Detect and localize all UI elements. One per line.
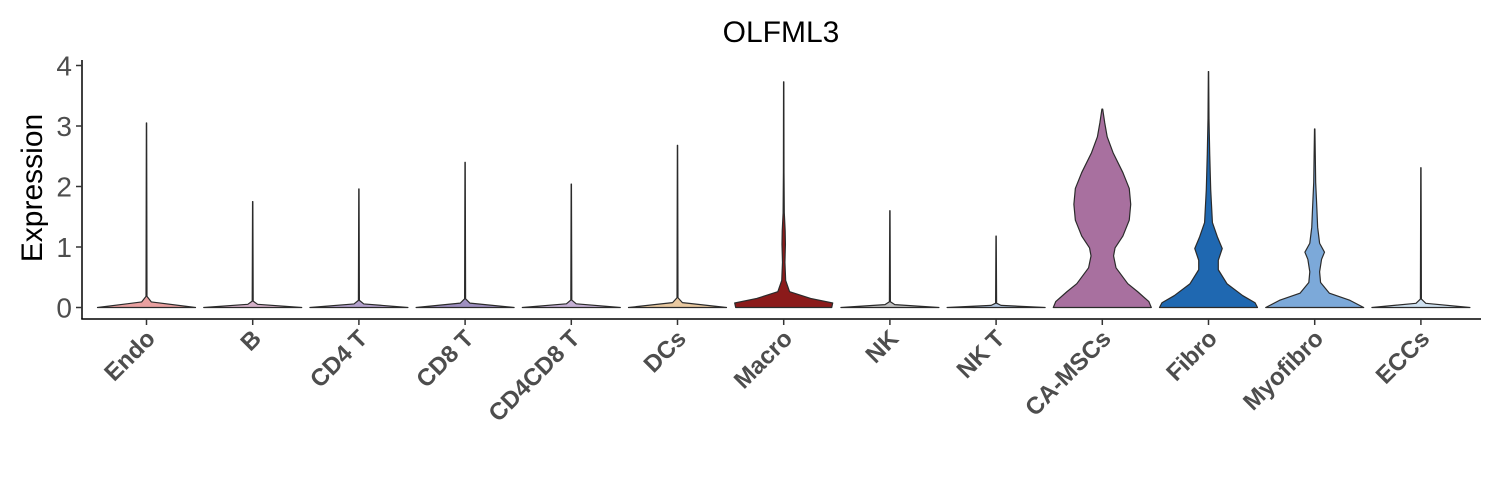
x-tick-label: CD4CD8 T bbox=[483, 325, 585, 427]
violin-ca-mscs bbox=[1052, 108, 1152, 309]
y-axis-label: Expression bbox=[16, 114, 49, 262]
y-tick-label: 2 bbox=[56, 172, 72, 203]
x-tick-label: ECCs bbox=[1371, 325, 1435, 389]
chart-title: OLFML3 bbox=[723, 16, 840, 49]
y-tick-label: 0 bbox=[56, 293, 72, 324]
violin-myofibro bbox=[1265, 128, 1365, 309]
x-tick-label: CD8 T bbox=[411, 325, 479, 393]
x-axis-ticks: Endo B CD4 T CD8 T CD4CD8 T DCs Macro NK NK T CA-… bbox=[99, 319, 1435, 427]
violin-layer bbox=[96, 70, 1471, 309]
x-tick-label: CD4 T bbox=[305, 325, 373, 393]
violin-eccs bbox=[1371, 167, 1471, 309]
violin-b bbox=[203, 201, 303, 309]
y-tick-label: 1 bbox=[56, 232, 72, 263]
x-tick-label: CA-MSCs bbox=[1020, 325, 1116, 421]
x-tick-label: DCs bbox=[639, 325, 692, 378]
violin-fibro bbox=[1158, 70, 1259, 309]
x-tick-label: NK T bbox=[952, 325, 1011, 384]
violin-macro bbox=[734, 81, 834, 309]
x-tick-label: Endo bbox=[99, 325, 161, 387]
x-tick-label: Myofibro bbox=[1238, 325, 1329, 416]
violin-cd4cd8-t bbox=[521, 183, 621, 309]
violin-nk-t bbox=[946, 235, 1046, 309]
y-tick-label: 3 bbox=[56, 111, 72, 142]
violin-dcs bbox=[627, 144, 728, 309]
x-tick-label: Fibro bbox=[1161, 325, 1223, 387]
y-axis-ticks: 0 1 2 3 4 bbox=[56, 51, 82, 324]
violin-cd4-t bbox=[309, 188, 409, 309]
violin-cd8-t bbox=[415, 161, 515, 309]
x-tick-label: Macro bbox=[729, 325, 798, 394]
violin-endo bbox=[96, 122, 197, 309]
y-tick-label: 4 bbox=[56, 51, 72, 82]
x-tick-label: NK bbox=[861, 325, 905, 369]
violin-nk bbox=[840, 210, 940, 309]
x-tick-label: B bbox=[236, 325, 267, 356]
